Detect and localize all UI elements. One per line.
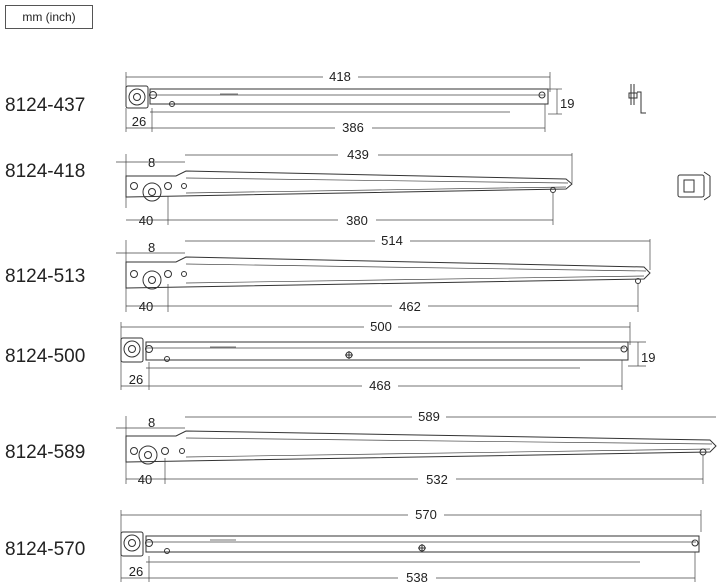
offset-dimension: 26 — [129, 372, 143, 387]
model-label: 8124-500 — [5, 346, 85, 367]
slide-row-8124-500: 8124-500 500 26 468 19 — [5, 319, 655, 393]
length-dimension: 570 — [415, 507, 437, 522]
model-label: 8124-513 — [5, 266, 85, 287]
model-label: 8124-589 — [5, 442, 85, 463]
span-dimension: 386 — [342, 120, 364, 135]
span-dimension: 462 — [399, 299, 421, 314]
unit-label: mm (inch) — [5, 5, 93, 29]
slide-row-8124-513: 8124-513 8 514 40 462 — [5, 233, 651, 314]
height-dimension: 19 — [641, 350, 655, 365]
model-label: 8124-418 — [5, 161, 85, 182]
height-dimension: 19 — [560, 96, 574, 111]
end-view — [677, 171, 711, 201]
slide-row-8124-418: 8124-418 8 439 40 380 — [5, 147, 711, 228]
slide-row-8124-589: 8124-589 8 589 40 532 — [5, 409, 717, 487]
model-label: 8124-570 — [5, 539, 85, 560]
span-dimension: 538 — [406, 570, 428, 585]
top-dimension: 8 — [148, 415, 155, 430]
span-dimension: 380 — [346, 213, 368, 228]
length-dimension: 589 — [418, 409, 440, 424]
model-label: 8124-437 — [5, 95, 85, 116]
span-dimension: 532 — [426, 472, 448, 487]
top-dimension: 8 — [148, 240, 155, 255]
slide-row-8124-570: 8124-570 570 26 538 — [5, 507, 702, 585]
top-dimension: 8 — [148, 155, 155, 170]
slide-row-8124-437: 8124-437 418 26 386 19 — [5, 69, 646, 135]
length-dimension: 418 — [329, 69, 351, 84]
length-dimension: 514 — [381, 233, 403, 248]
offset-dimension: 40 — [139, 299, 153, 314]
offset-dimension: 26 — [129, 564, 143, 579]
length-dimension: 500 — [370, 319, 392, 334]
offset-dimension: 26 — [132, 114, 146, 129]
end-view — [628, 84, 646, 114]
offset-dimension: 40 — [138, 472, 152, 487]
length-dimension: 439 — [347, 147, 369, 162]
span-dimension: 468 — [369, 378, 391, 393]
offset-dimension: 40 — [139, 213, 153, 228]
